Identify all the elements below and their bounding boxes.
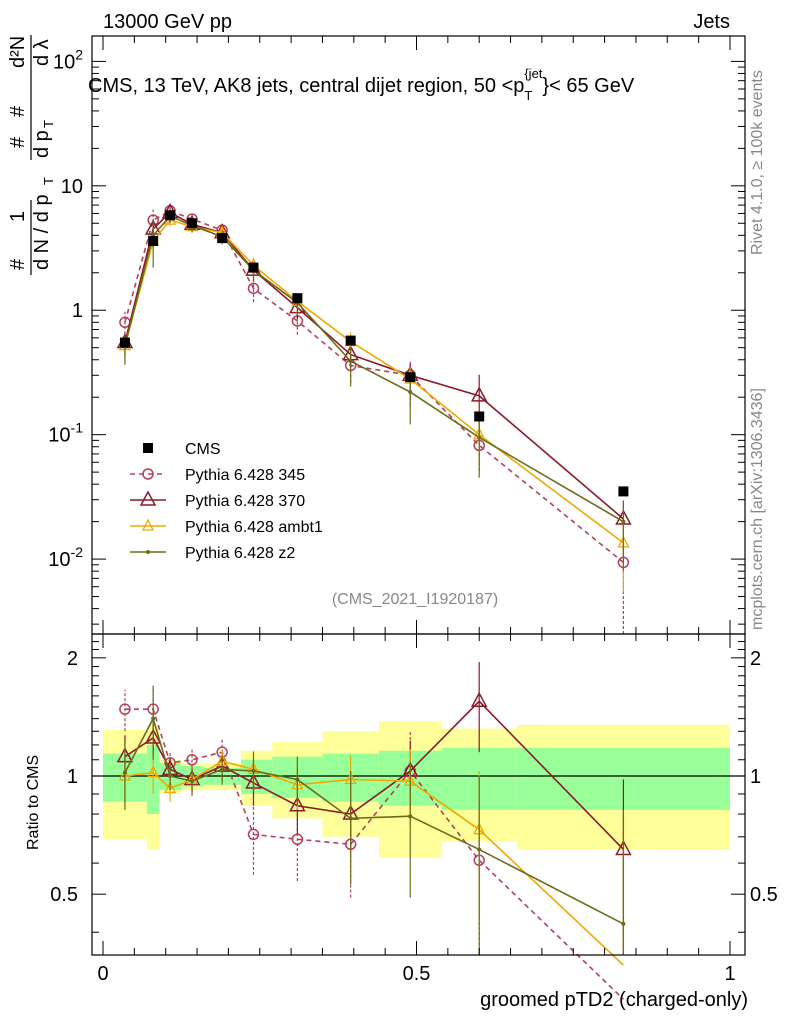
series-3-ratio-point bbox=[477, 847, 482, 852]
series-0-ratio-point bbox=[119, 703, 131, 715]
svg-text:d λ: d λ bbox=[31, 39, 53, 66]
legend-label-1: Pythia 6.428 370 bbox=[185, 493, 305, 510]
svg-text:d²N: d²N bbox=[7, 36, 29, 68]
svg-text:#: # bbox=[7, 105, 29, 117]
series-3-ratio-point bbox=[220, 767, 225, 772]
ratio-y-tick-label-right: 1 bbox=[750, 766, 761, 788]
series-1-ratio-point bbox=[470, 691, 488, 708]
y-tick-label: 102 bbox=[53, 46, 83, 73]
legend-label-3: Pythia 6.428 z2 bbox=[185, 545, 295, 562]
series-3-ratio-point bbox=[295, 777, 300, 782]
legend-label-2: Pythia 6.428 ambt1 bbox=[185, 519, 323, 536]
series-3-ratio-point bbox=[251, 768, 256, 773]
chart-title: CMS, 13 TeV, AK8 jets, central dijet reg… bbox=[88, 66, 635, 103]
ratio-frame bbox=[91, 633, 746, 956]
cms-point bbox=[148, 236, 159, 247]
series-0-ratio-point bbox=[186, 754, 198, 766]
legend-cms-marker bbox=[143, 443, 153, 453]
axes: 0 0.5 1 10-2 10-1 1 10 102 0.5 0.5 1 1 2 2 bbox=[48, 35, 778, 985]
ratio-y-tick-label-right: 2 bbox=[750, 648, 761, 670]
y-tick-label: 1 bbox=[72, 300, 83, 322]
cms-point bbox=[165, 210, 176, 221]
y-axis-label-ratio: Ratio to CMS bbox=[25, 755, 42, 850]
rivet-label: Rivet 4.1.0, ≥ 100k events bbox=[749, 70, 766, 255]
series-3-point bbox=[621, 519, 626, 524]
main-panel bbox=[116, 202, 632, 634]
svg-text:1: 1 bbox=[7, 211, 29, 222]
cms-point bbox=[248, 262, 259, 273]
series-3-ratio-point bbox=[122, 770, 127, 775]
series-3-point bbox=[477, 435, 482, 440]
cms-point bbox=[618, 486, 629, 497]
series-3-ratio-point bbox=[621, 921, 626, 926]
series-0-point bbox=[247, 282, 260, 295]
x-tick-label: 0.5 bbox=[403, 963, 431, 985]
x-tick-label: 0 bbox=[97, 963, 108, 985]
series-1-point bbox=[470, 386, 488, 402]
x-tick-label: 1 bbox=[724, 963, 735, 985]
cms-point bbox=[345, 335, 356, 346]
ratio-y-tick-label: 0.5 bbox=[50, 884, 78, 906]
svg-text:d N / d p: d N / d p bbox=[31, 194, 53, 270]
legend-label-0: Pythia 6.428 345 bbox=[185, 467, 305, 484]
mcplots-label: mcplots.cern.ch [arXiv:1306.3436] bbox=[749, 388, 766, 630]
ratio-y-tick-label-right: 0.5 bbox=[750, 884, 778, 906]
cms-point bbox=[292, 293, 303, 304]
series-3-ratio-point bbox=[151, 716, 156, 721]
series-3-point bbox=[408, 390, 413, 395]
series-0-ratio-point bbox=[247, 828, 260, 841]
series-3-point bbox=[348, 359, 353, 364]
series-2-ratio-point bbox=[147, 765, 160, 778]
ratio-y-tick-label: 1 bbox=[67, 766, 78, 788]
legend: CMS Pythia 6.428 345 Pythia 6.428 370 Pythi… bbox=[130, 441, 323, 562]
cms-point bbox=[217, 233, 228, 244]
y-tick-label: 10-1 bbox=[48, 420, 83, 447]
y-axis-label-top: # 1 d N / d p T # d p T # d²N d λ bbox=[7, 35, 56, 275]
cms-point bbox=[119, 337, 130, 348]
series-3-ratio-point bbox=[408, 814, 413, 819]
cms-point bbox=[474, 411, 485, 422]
legend-marker-0 bbox=[142, 468, 154, 480]
series-3-ratio-point bbox=[168, 774, 173, 779]
svg-text:d p: d p bbox=[31, 130, 53, 158]
legend-marker-1 bbox=[139, 490, 157, 506]
series-2-ratio-point bbox=[164, 780, 177, 794]
svg-text:#: # bbox=[7, 258, 29, 270]
legend-cms-label: CMS bbox=[185, 441, 221, 458]
series-3-ratio-point bbox=[190, 779, 195, 784]
cms-point bbox=[405, 372, 416, 383]
legend-marker-3 bbox=[146, 550, 150, 554]
ratio-y-tick-label: 2 bbox=[67, 648, 78, 670]
analysis-tag: (CMS_2021_I1920187) bbox=[332, 591, 498, 608]
y-tick-label: 10-2 bbox=[48, 544, 83, 571]
x-axis-label: groomed pTD2 (charged-only) bbox=[480, 989, 748, 1011]
ratio-band-inner bbox=[240, 759, 273, 794]
svg-text:#: # bbox=[7, 136, 29, 148]
y-tick-label: 10 bbox=[61, 176, 83, 198]
svg-text:T: T bbox=[41, 177, 56, 185]
header-left: 13000 GeV pp bbox=[103, 11, 232, 33]
legend-marker-2 bbox=[141, 518, 155, 531]
ratio-panel bbox=[92, 662, 745, 1000]
header-right: Jets bbox=[693, 11, 730, 33]
series-1-ratio-point bbox=[289, 796, 306, 812]
cms-point bbox=[187, 218, 198, 229]
series-3-ratio-point bbox=[348, 816, 353, 821]
svg-text:T: T bbox=[41, 120, 56, 128]
